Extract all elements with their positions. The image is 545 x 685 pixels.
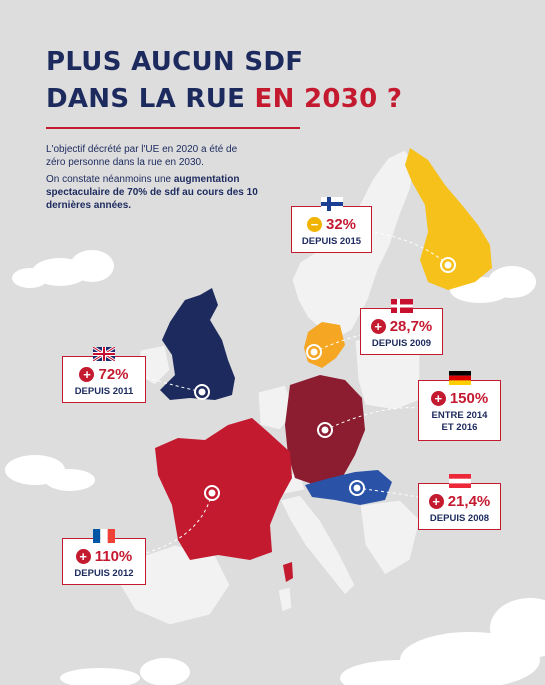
finland-shape — [405, 148, 492, 290]
france-shape — [155, 418, 292, 560]
germany-since-line1: ENTRE 2014 — [431, 410, 488, 421]
austria-flag-icon — [448, 474, 471, 488]
corsica-shape — [283, 562, 293, 582]
finland-since: DEPUIS 2015 — [301, 236, 362, 247]
germany-card: +150% ENTRE 2014 ET 2016 — [418, 371, 501, 441]
location-markers — [194, 257, 456, 501]
plus-circle-icon: + — [430, 391, 446, 406]
austria-marker-icon — [349, 480, 365, 496]
uk-since: DEPUIS 2011 — [74, 386, 134, 397]
plus-circle-icon: + — [428, 494, 444, 509]
austria-card: +21,4% DEPUIS 2008 — [418, 474, 501, 530]
title-line2-main: DANS LA RUE — [46, 84, 255, 114]
denmark-since: DEPUIS 2009 — [371, 338, 432, 349]
intro-paragraph2-bold: augmentation spectaculaire de 70% de sdf… — [46, 174, 258, 211]
intro-paragraph2-prefix: On constate néanmoins une — [46, 174, 174, 185]
austria-shape — [305, 470, 392, 505]
france-marker-icon — [204, 485, 220, 501]
denmark-flag-icon — [390, 299, 413, 313]
plus-circle-icon: + — [79, 367, 95, 382]
cloud-decoration — [5, 250, 545, 685]
denmark-card: +28,7% DEPUIS 2009 — [360, 299, 443, 355]
plus-circle-icon: + — [75, 549, 91, 564]
title-line2-accent: EN 2030 ? — [254, 84, 403, 114]
germany-since: ENTRE 2014 ET 2016 — [419, 410, 500, 434]
intro-paragraph: L'objectif décrété par l'UE en 2020 a ét… — [46, 144, 238, 168]
minus-circle-icon: − — [306, 217, 322, 232]
uk-shape — [160, 288, 235, 400]
finland-marker-icon — [440, 257, 456, 273]
austria-value: 21,4% — [447, 493, 491, 510]
title-line1: PLUS AUCUN SDF — [46, 47, 304, 77]
france-card: +110% DEPUIS 2012 — [62, 529, 146, 585]
plus-circle-icon: + — [370, 319, 386, 334]
page-title: PLUS AUCUN SDF DANS LA RUE EN 2030 ? — [46, 44, 402, 118]
france-value: 110% — [94, 548, 133, 565]
intro-paragraph-emphasis: On constate néanmoins une augmentation s… — [46, 173, 261, 212]
denmark-marker-icon — [306, 344, 322, 360]
denmark-shape — [304, 322, 345, 368]
austria-since: DEPUIS 2008 — [429, 513, 490, 524]
title-divider — [46, 127, 300, 129]
uk-card: +72% DEPUIS 2011 — [62, 347, 146, 403]
finland-value: 32% — [325, 216, 357, 233]
france-since: DEPUIS 2012 — [74, 568, 134, 579]
germany-value: 150% — [449, 390, 489, 407]
uk-marker-icon — [194, 384, 210, 400]
france-flag-icon — [93, 529, 115, 543]
germany-flag-icon — [448, 371, 471, 385]
finland-card: −32% DEPUIS 2015 — [291, 197, 372, 253]
germany-since-line2: ET 2016 — [441, 422, 478, 433]
uk-value: 72% — [98, 366, 129, 383]
finland-marker-dot-icon — [444, 261, 452, 269]
germany-marker-icon — [317, 422, 333, 438]
uk-flag-icon — [93, 347, 115, 361]
denmark-value: 28,7% — [389, 318, 433, 335]
finland-flag-icon — [320, 197, 343, 211]
